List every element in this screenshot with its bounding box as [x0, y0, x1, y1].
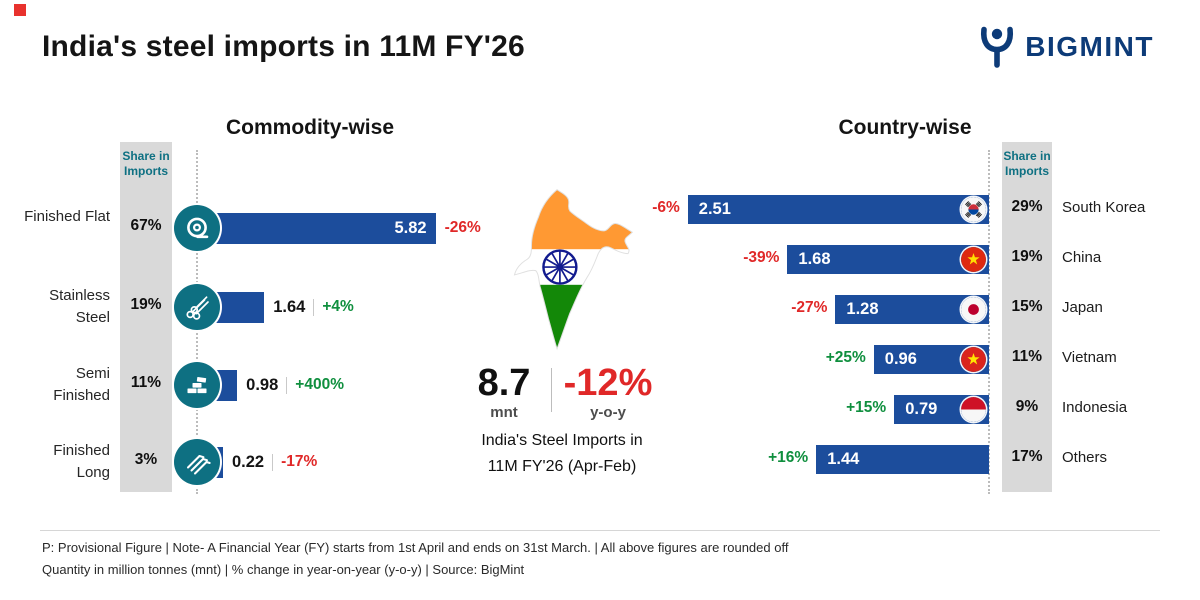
footnote-line1: P: Provisional Figure | Note- A Financia…	[42, 540, 789, 555]
commodity-bar-annotations: -26%	[445, 217, 481, 239]
country-bar: 1.68	[787, 244, 989, 274]
country-change-annotation: +15%	[794, 399, 886, 417]
yoy-change-value: -12%	[563, 362, 653, 404]
country-bar-value: 0.79	[905, 399, 938, 418]
commodity-change-value: -17%	[281, 453, 318, 470]
commodity-bar-value: 0.22	[232, 452, 265, 471]
country-change-annotation: +25%	[774, 349, 866, 367]
caption-line1: India's Steel Imports in	[481, 432, 643, 449]
country-bar-value: 1.44	[827, 449, 860, 468]
pipes-icon	[174, 284, 220, 330]
country-name-label: China	[1062, 249, 1102, 266]
country-bar-value: 1.68	[798, 249, 831, 268]
country-change-value: -6%	[652, 199, 680, 216]
total-imports-stat: 8.7 mnt	[461, 364, 547, 421]
country-section-title: Country-wise	[838, 116, 972, 139]
commodity-bar-value: 5.82	[394, 218, 427, 237]
commodity-section-title: Commodity-wise	[225, 116, 395, 139]
country-change-annotation: -39%	[687, 249, 779, 267]
page-title: India's steel imports in 11M FY'26	[42, 30, 525, 63]
commodity-bar-annotations: 0.98 +400%	[246, 374, 344, 396]
country-bar-value: 2.51	[698, 199, 731, 218]
country-name-label: Others	[1062, 449, 1108, 466]
commodity-share-value: 3%	[134, 451, 158, 468]
angles-icon	[174, 439, 220, 485]
commodity-change-value: -26%	[444, 219, 481, 236]
country-share-header: Share in Imports	[1003, 149, 1051, 178]
india-map-svg	[513, 189, 634, 351]
value-change-separator	[272, 453, 274, 471]
yoy-change-label: y-o-y	[590, 404, 626, 421]
commodity-bar-value: 0.98	[246, 375, 279, 394]
vietnam-flag-icon	[961, 346, 986, 372]
country-share-value: 19%	[1011, 248, 1043, 265]
country-bar-value: 1.28	[846, 299, 879, 318]
commodity-share-value: 67%	[130, 217, 162, 234]
footnote-line2: Quantity in million tonnes (mnt) | % cha…	[42, 562, 525, 577]
country-share-value: 29%	[1011, 198, 1043, 215]
coil-icon	[174, 205, 220, 251]
billets-icon	[174, 362, 220, 408]
india-map	[496, 188, 638, 371]
commodity-bar-annotations: 0.22 -17%	[232, 451, 317, 473]
accent-square	[14, 4, 26, 16]
commodity-share-value: 19%	[130, 296, 162, 313]
commodity-bar: 5.82	[197, 212, 436, 244]
commodity-category-label: Stainless Steel	[49, 287, 110, 326]
commodity-share-value: 11%	[130, 374, 162, 391]
country-change-value: +15%	[846, 399, 887, 416]
country-share-value: 9%	[1015, 398, 1039, 415]
footer-divider	[40, 530, 1160, 531]
yoy-change-stat: -12% y-o-y	[556, 364, 660, 421]
south-korea-flag-icon	[961, 196, 986, 222]
country-change-value: +16%	[768, 449, 809, 466]
country-change-annotation: -27%	[735, 299, 827, 317]
country-change-annotation: -6%	[588, 199, 680, 217]
country-share-value: 11%	[1011, 348, 1043, 365]
commodity-share-header: Share in Imports	[122, 149, 170, 178]
stats-divider	[551, 368, 552, 412]
total-imports-unit: mnt	[490, 404, 518, 421]
commodity-category-label: Finished Flat	[24, 208, 110, 225]
commodity-bar-value: 1.64	[273, 297, 306, 316]
country-name-label: Vietnam	[1062, 349, 1117, 366]
country-bar: 2.51	[687, 194, 989, 224]
indonesia-flag-icon	[961, 396, 986, 422]
country-bar-value: 0.96	[884, 349, 917, 368]
ashoka-chakra-icon	[542, 249, 578, 285]
commodity-change-value: +400%	[295, 376, 344, 393]
center-caption: India's Steel Imports in 11M FY'26 (Apr-…	[430, 428, 694, 480]
country-share-column: Share in Imports	[1002, 142, 1052, 492]
country-change-value: -39%	[743, 249, 780, 266]
caption-line2: 11M FY'26 (Apr-Feb)	[487, 458, 637, 475]
country-change-annotation: +16%	[716, 449, 808, 467]
country-change-value: +25%	[825, 349, 866, 366]
bigmint-logo-icon	[981, 26, 1014, 68]
china-flag-icon	[961, 246, 986, 272]
total-imports-value: 8.7	[477, 362, 531, 404]
commodity-bar-annotations: 1.64 +4%	[273, 296, 354, 318]
country-change-value: -27%	[791, 299, 828, 316]
country-axis-line	[988, 150, 990, 494]
country-bar: 1.44	[816, 444, 989, 474]
commodity-change-value: +4%	[322, 298, 354, 315]
country-name-label: South Korea	[1062, 199, 1146, 216]
commodity-share-column: Share in Imports	[120, 142, 172, 492]
country-name-label: Japan	[1062, 299, 1103, 316]
japan-flag-icon	[961, 296, 986, 322]
bigmint-logo-text: BIGMINT	[1025, 31, 1154, 62]
country-share-value: 17%	[1011, 448, 1043, 465]
country-share-value: 15%	[1011, 298, 1043, 315]
value-change-separator	[313, 298, 315, 316]
country-name-label: Indonesia	[1062, 399, 1128, 416]
bigmint-logo: BIGMINT	[977, 26, 1154, 68]
value-change-separator	[286, 376, 288, 394]
commodity-category-label: Semi Finished	[53, 365, 110, 404]
commodity-category-label: Finished Long	[53, 442, 110, 481]
